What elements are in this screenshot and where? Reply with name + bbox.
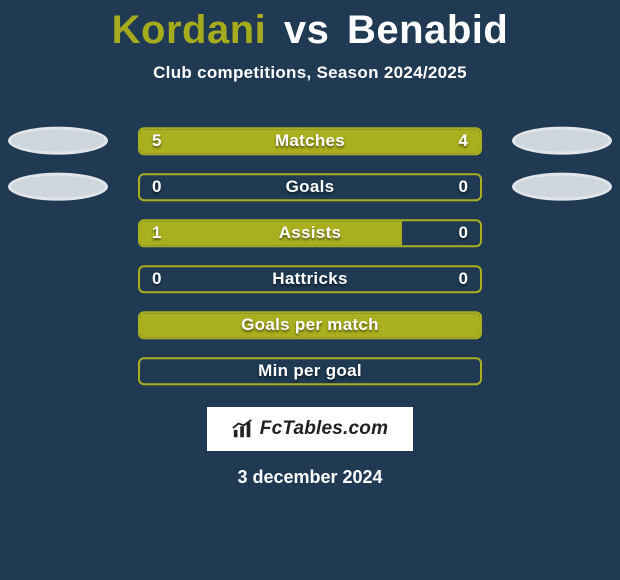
player1-oval <box>8 173 108 201</box>
player1-oval <box>8 127 108 155</box>
date: 3 december 2024 <box>0 467 620 488</box>
stat-label: Goals per match <box>140 315 480 335</box>
stat-bar: 00Hattricks <box>138 265 482 293</box>
vs-text: vs <box>284 8 330 52</box>
stat-row: 00Goals <box>0 167 620 213</box>
stat-row: 10Assists <box>0 213 620 259</box>
chart-icon <box>232 418 254 440</box>
stat-bar: Goals per match <box>138 311 482 339</box>
stat-label: Hattricks <box>140 269 480 289</box>
stat-bar: 00Goals <box>138 173 482 201</box>
stat-label: Goals <box>140 177 480 197</box>
brand-text: FcTables.com <box>260 418 388 440</box>
stat-bar: Min per goal <box>138 357 482 385</box>
stat-row: Goals per match <box>0 305 620 351</box>
stat-row: Min per goal <box>0 351 620 397</box>
stat-label: Assists <box>140 223 480 243</box>
stats-container: 54Matches 00Goals 10Assists 00Hattricks Goal… <box>0 121 620 397</box>
player2-oval <box>512 127 612 155</box>
stat-label: Min per goal <box>140 361 480 381</box>
stat-row: 00Hattricks <box>0 259 620 305</box>
stat-bar: 10Assists <box>138 219 482 247</box>
player1-name: Kordani <box>112 8 267 52</box>
comparison-title: Kordani vs Benabid <box>0 0 620 53</box>
player2-name: Benabid <box>347 8 508 52</box>
stat-label: Matches <box>140 131 480 151</box>
stat-row: 54Matches <box>0 121 620 167</box>
brand-box: FcTables.com <box>207 407 413 451</box>
stat-bar: 54Matches <box>138 127 482 155</box>
player2-oval <box>512 173 612 201</box>
subtitle: Club competitions, Season 2024/2025 <box>0 63 620 83</box>
